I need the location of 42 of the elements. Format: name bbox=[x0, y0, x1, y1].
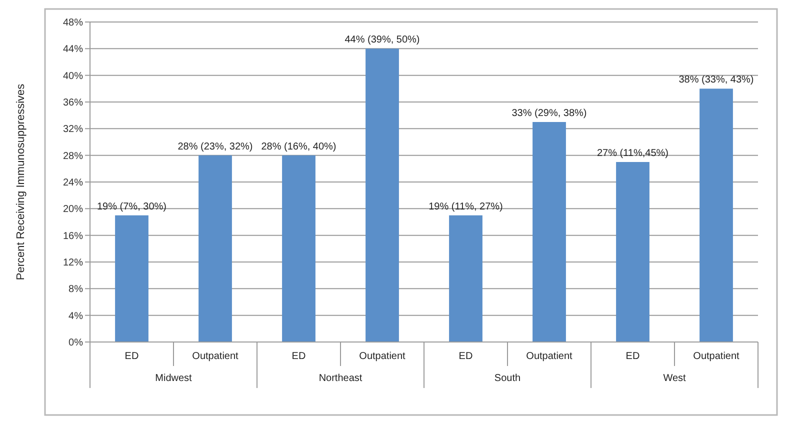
text: South bbox=[494, 373, 521, 384]
text: West bbox=[663, 373, 686, 384]
data-label: 27% (11%,45%) bbox=[596, 148, 669, 159]
y-tick-label: 4% bbox=[68, 310, 84, 322]
x-tick-label: ED bbox=[124, 351, 139, 362]
bar bbox=[366, 48, 399, 342]
y-tick-label: 20% bbox=[62, 204, 84, 216]
y-tick-label: 12% bbox=[62, 258, 84, 268]
x-tick-label: Outpatient bbox=[693, 351, 740, 362]
bar bbox=[198, 155, 232, 342]
y-tick-label: 44% bbox=[62, 44, 84, 56]
bar bbox=[616, 162, 650, 342]
y-tick-label: 32% bbox=[62, 124, 84, 136]
data-label: 19% (7%, 30%) bbox=[97, 201, 166, 212]
data-label: 38% (33%, 43%) bbox=[678, 74, 754, 86]
y-tick-label: 48% bbox=[62, 18, 84, 28]
x-tick-label: ED bbox=[458, 351, 473, 362]
bar bbox=[449, 215, 482, 342]
y-tick-label: 24% bbox=[62, 178, 84, 188]
x-tick-label: ED bbox=[626, 351, 640, 362]
data-label: 28% (16%, 40%) bbox=[261, 141, 336, 152]
bar bbox=[700, 88, 733, 342]
y-tick-label: 16% bbox=[62, 230, 84, 242]
x-tick-label: Outpatient bbox=[526, 351, 573, 362]
y-tick-label: 8% bbox=[68, 284, 84, 296]
data-label: 28% (23%, 32%) bbox=[178, 141, 253, 152]
text: Midwest bbox=[155, 373, 192, 384]
x-tick-label: Outpatient bbox=[359, 351, 406, 362]
x-tick-label: ED bbox=[292, 351, 306, 362]
y-tick-label: 28% bbox=[62, 150, 84, 162]
data-label: 19% (11%, 27%) bbox=[428, 201, 503, 212]
y-axis-title: Percent Receiving Immunosuppressives bbox=[14, 83, 27, 280]
y-tick-label: 40% bbox=[62, 70, 84, 82]
y-tick-label: 36% bbox=[62, 98, 84, 108]
bar bbox=[532, 122, 566, 342]
x-tick-label: Outpatient bbox=[192, 351, 239, 362]
y-tick-label: 0% bbox=[68, 338, 84, 348]
bar bbox=[282, 155, 316, 342]
bar bbox=[115, 215, 148, 342]
data-label: 33% (29%, 38%) bbox=[512, 108, 587, 119]
text: Northeast bbox=[318, 373, 362, 384]
data-label: 44% (39%, 50%) bbox=[344, 34, 420, 46]
